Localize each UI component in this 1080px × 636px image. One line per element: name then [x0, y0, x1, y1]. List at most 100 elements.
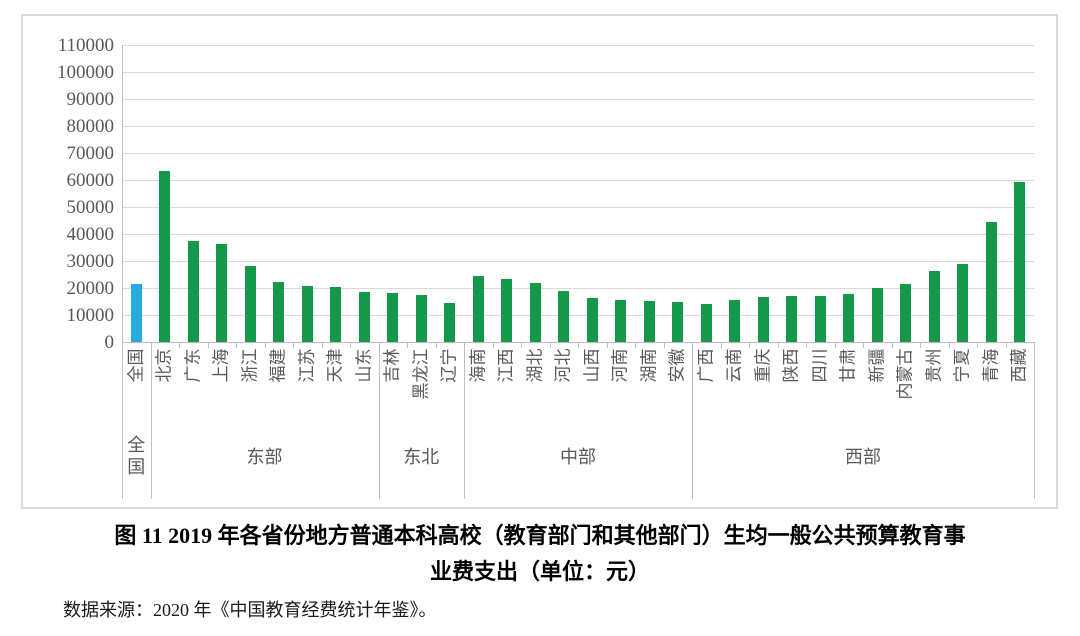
region-group-label: 中部	[560, 447, 596, 467]
bar	[586, 297, 598, 342]
x-axis-minor-tick	[920, 342, 921, 348]
x-axis-minor-tick	[293, 342, 294, 348]
y-gridline	[122, 45, 1034, 46]
bar	[273, 281, 285, 342]
bar	[957, 263, 969, 342]
x-axis-category-label: 江苏	[297, 348, 317, 382]
x-axis-category-label: 贵州	[924, 348, 944, 382]
bar	[786, 296, 798, 342]
x-axis-minor-tick	[350, 342, 351, 348]
bar	[216, 243, 228, 342]
x-axis-category-label: 西藏	[1009, 348, 1029, 382]
x-axis-category-label: 宁夏	[952, 348, 972, 382]
x-axis-category-label: 黑龙江	[411, 348, 431, 399]
x-axis-minor-tick	[977, 342, 978, 348]
bar	[843, 294, 855, 342]
bar	[672, 301, 684, 342]
x-axis-category-label: 新疆	[867, 348, 887, 382]
y-axis-line	[122, 45, 123, 499]
y-gridline	[122, 99, 1034, 100]
bar	[472, 275, 484, 342]
x-axis-minor-tick	[863, 342, 864, 348]
y-axis-tick-label: 50000	[66, 197, 115, 218]
x-axis-category-label: 吉林	[382, 348, 402, 382]
y-axis-tick-label: 60000	[66, 170, 115, 191]
y-axis-tick-label: 30000	[66, 251, 115, 272]
x-axis-category-label: 陕西	[781, 348, 801, 382]
x-axis-category-label: 安徽	[667, 348, 687, 382]
bar	[700, 303, 712, 342]
chart-frame: 0 10000 20000 30000 40000 50000 60000 70000 8000…	[21, 14, 1058, 509]
y-gridline	[122, 288, 1034, 289]
x-axis-category-label: 重庆	[753, 348, 773, 382]
bar	[415, 295, 427, 342]
x-axis-minor-tick	[207, 342, 209, 348]
region-group-divider	[692, 342, 693, 499]
x-axis-minor-tick	[1005, 342, 1007, 348]
bar	[814, 295, 826, 342]
x-axis-minor-tick	[435, 342, 437, 348]
x-axis-minor-tick	[264, 342, 266, 348]
y-gridline	[122, 126, 1034, 127]
x-axis-category-label: 山西	[582, 348, 602, 382]
x-axis-category-label: 云南	[724, 348, 744, 382]
x-axis-category-label: 全国	[126, 348, 146, 382]
bar	[330, 286, 342, 342]
region-group-divider	[1034, 342, 1035, 499]
x-axis-minor-tick	[720, 342, 722, 348]
bar	[558, 290, 570, 342]
x-axis-minor-tick	[407, 342, 408, 348]
region-group-label: 西部	[845, 447, 881, 467]
y-gridline	[122, 234, 1034, 235]
y-axis-tick-label: 20000	[66, 278, 115, 299]
x-axis-category-label: 内蒙古	[895, 348, 915, 399]
x-axis-minor-tick	[777, 342, 779, 348]
bar	[985, 222, 997, 342]
x-axis-minor-tick	[635, 342, 636, 348]
x-axis-category-label: 福建	[268, 348, 288, 382]
x-axis-category-label: 浙江	[240, 348, 260, 382]
figure-title-line-1: 图 11 2019 年各省份地方普通本科高校（教育部门和其他部门）生均一般公共预…	[114, 523, 966, 548]
bar	[529, 282, 541, 342]
region-group-label: 东北	[403, 447, 440, 467]
figure-title-line-2: 业费支出（单位：元）	[429, 559, 650, 584]
y-axis-tick-label: 80000	[66, 116, 115, 137]
y-axis-tick-label: 10000	[66, 305, 115, 326]
figure-source-note: 数据来源：2020 年《中国教育经费统计年鉴》。	[63, 600, 437, 620]
x-axis-category-label: 河南	[610, 348, 630, 382]
x-axis-category-label: 四川	[810, 348, 830, 382]
bar	[928, 270, 940, 342]
y-axis-tick-label: 0	[104, 332, 115, 353]
y-axis-tick-label: 40000	[66, 224, 115, 245]
region-group-label: 东部	[246, 447, 283, 467]
bar	[244, 266, 256, 342]
bar	[501, 279, 513, 342]
x-axis-category-label: 广东	[183, 348, 203, 382]
x-axis-category-label: 辽宁	[439, 348, 459, 382]
bar	[159, 171, 171, 342]
y-gridline	[122, 207, 1034, 208]
x-axis-minor-tick	[891, 342, 893, 348]
bar	[1014, 181, 1026, 342]
y-gridline	[122, 315, 1034, 316]
x-axis-category-label: 甘肃	[838, 348, 858, 382]
bar	[387, 293, 399, 342]
y-axis-tick-label: 100000	[57, 62, 114, 83]
x-axis-minor-tick	[806, 342, 807, 348]
y-axis-tick-label: 90000	[66, 89, 115, 110]
x-axis-category-label: 上海	[211, 348, 231, 382]
y-axis-tick-label: 70000	[66, 143, 115, 164]
region-group-divider	[464, 342, 465, 499]
bar	[615, 299, 627, 342]
x-axis-minor-tick	[948, 342, 950, 348]
x-axis-minor-tick	[834, 342, 836, 348]
y-gridline	[122, 180, 1034, 181]
x-axis-category-label: 北京	[154, 348, 174, 382]
y-axis-tick-label: 110000	[57, 35, 114, 56]
x-axis-minor-tick	[321, 342, 323, 348]
region-group-label: 全国	[127, 435, 146, 477]
x-axis-category-label: 江西	[496, 348, 516, 382]
y-gridline	[122, 261, 1034, 262]
bar	[444, 302, 456, 342]
